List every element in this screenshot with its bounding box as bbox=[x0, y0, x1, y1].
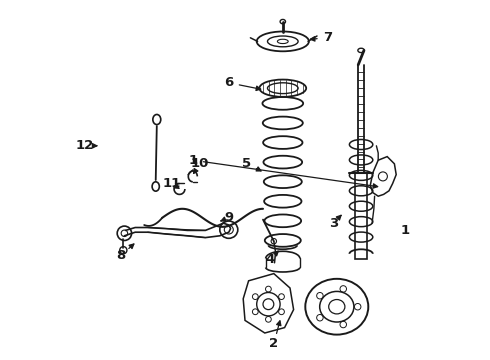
Text: 6: 6 bbox=[224, 76, 233, 89]
Text: 5: 5 bbox=[242, 157, 251, 170]
Text: 12: 12 bbox=[75, 139, 94, 152]
Text: 11: 11 bbox=[162, 177, 180, 190]
Text: 1: 1 bbox=[188, 154, 197, 167]
Text: 4: 4 bbox=[266, 253, 275, 266]
Text: 3: 3 bbox=[329, 217, 338, 230]
Text: 9: 9 bbox=[224, 211, 233, 224]
Text: 1: 1 bbox=[401, 224, 410, 237]
Text: 2: 2 bbox=[269, 337, 278, 350]
Text: 8: 8 bbox=[116, 249, 125, 262]
Text: 10: 10 bbox=[191, 157, 209, 170]
Text: 7: 7 bbox=[323, 31, 332, 44]
